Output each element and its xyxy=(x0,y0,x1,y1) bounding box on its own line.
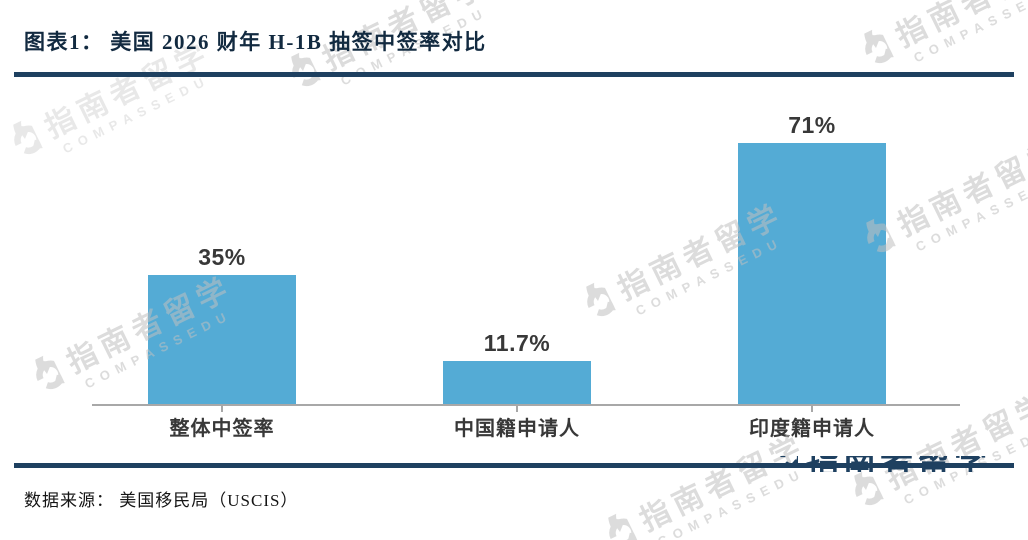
axis-tick xyxy=(811,406,813,412)
category-label-china: 中国籍申请人 xyxy=(454,418,580,440)
bar-china xyxy=(443,361,591,404)
bar-value-label: 71% xyxy=(788,112,836,138)
x-axis-line xyxy=(92,404,960,406)
bar-value-label: 11.7% xyxy=(483,330,551,356)
category-label-india: 印度籍申请人 xyxy=(749,418,875,440)
top-rule xyxy=(14,72,1014,77)
chart-title: 图表1： 美国 2026 财年 H-1B 抽签中签率对比 xyxy=(24,30,487,54)
axis-tick xyxy=(516,406,518,412)
bar-value-label: 35% xyxy=(198,244,246,270)
bar-india xyxy=(738,143,886,404)
bar-group-overall: 35% xyxy=(148,246,296,404)
bar-overall xyxy=(148,275,296,404)
data-source: 数据来源： 美国移民局（USCIS） xyxy=(24,491,299,510)
bar-group-china: 11.7% xyxy=(443,332,591,404)
bottom-rule xyxy=(14,463,1014,468)
bar-group-india: 71% xyxy=(738,114,886,404)
axis-tick xyxy=(221,406,223,412)
category-label-overall: 整体中签率 xyxy=(169,418,275,440)
